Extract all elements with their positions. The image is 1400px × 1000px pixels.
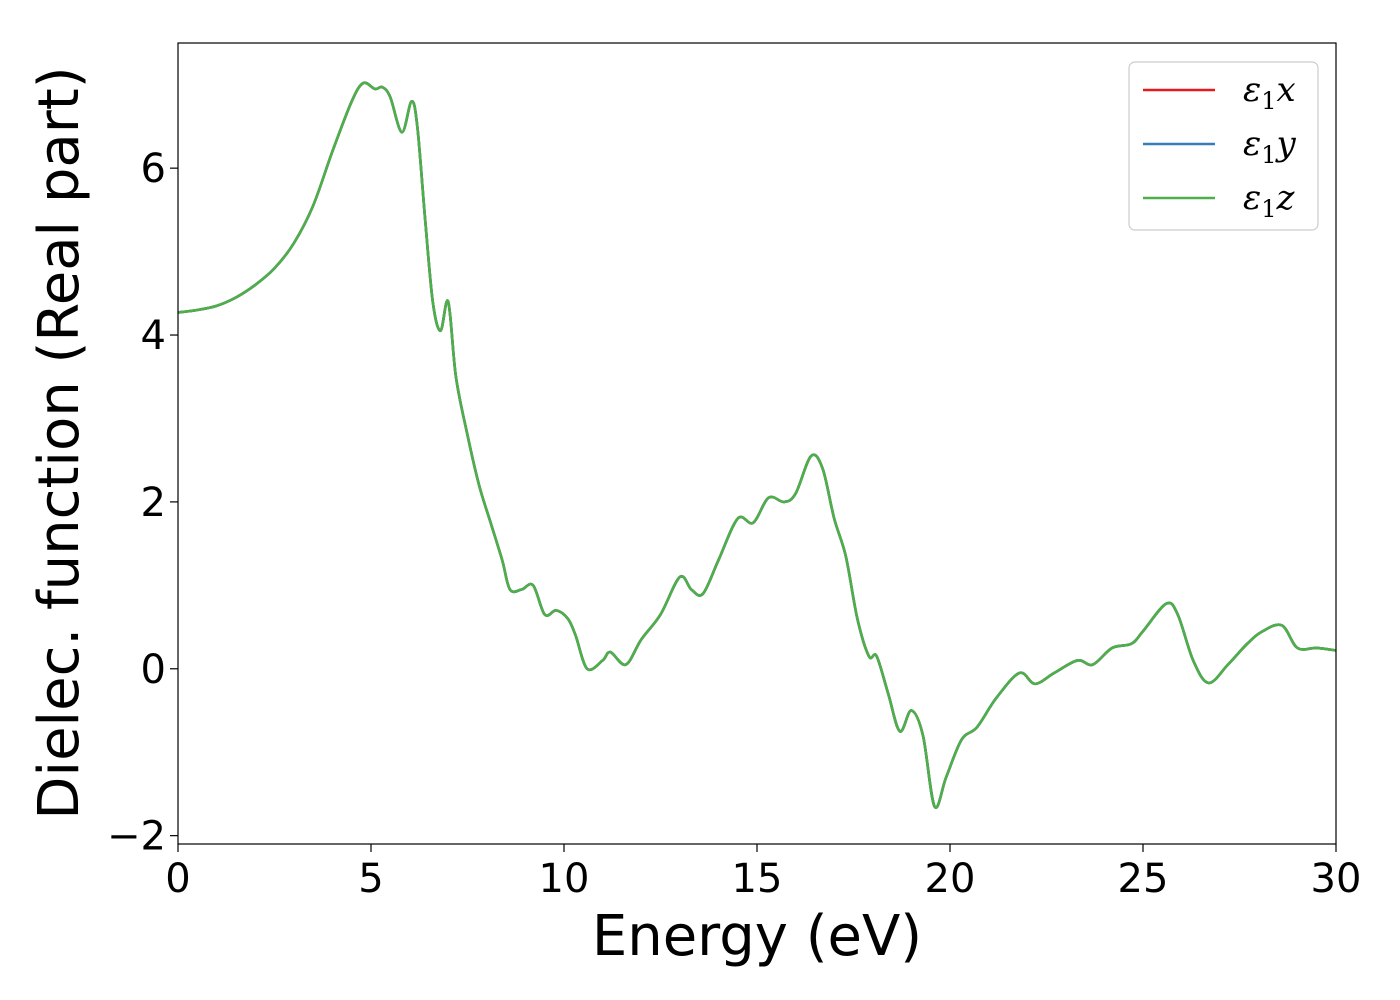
legend-label-y: ε1y: [1243, 124, 1297, 169]
y-axis: −2 0 2 4 6: [107, 146, 178, 860]
x-tick-label: 5: [358, 856, 383, 902]
x-tick-label: 25: [1118, 856, 1169, 902]
x-axis-label: Energy (eV): [592, 904, 922, 969]
x-tick-label: 15: [732, 856, 783, 902]
x-tick-label: 0: [165, 856, 190, 902]
legend-box: [1128, 61, 1319, 231]
y-tick-label: 6: [141, 146, 166, 192]
legend-subscript: 1: [1261, 87, 1276, 115]
x-tick-label: 10: [539, 856, 590, 902]
x-tick-label: 20: [925, 856, 976, 902]
legend-subscript: 1: [1261, 141, 1276, 169]
x-axis: 0 5 10 15 20 25 30: [165, 844, 1361, 902]
legend-label-z: ε1z: [1243, 178, 1296, 223]
legend-symbol: ε: [1243, 178, 1261, 218]
legend-symbol: ε: [1243, 124, 1261, 164]
legend-variable: z: [1276, 178, 1296, 218]
legend-label-x: ε1x: [1243, 70, 1296, 115]
y-tick-label: −2: [107, 814, 166, 860]
x-tick-label: 30: [1311, 856, 1362, 902]
series-line-eps1-z: [178, 81, 1336, 809]
y-tick-label: 0: [141, 647, 166, 693]
legend-variable: x: [1277, 70, 1296, 110]
y-axis-label: Dielec. function (Real part): [27, 66, 92, 819]
legend-variable: y: [1275, 124, 1297, 164]
legend-symbol: ε: [1243, 70, 1261, 110]
y-tick-label: 2: [141, 480, 166, 526]
y-tick-label: 4: [141, 313, 166, 359]
series-layer: [178, 81, 1336, 809]
legend-subscript: 1: [1261, 195, 1276, 223]
